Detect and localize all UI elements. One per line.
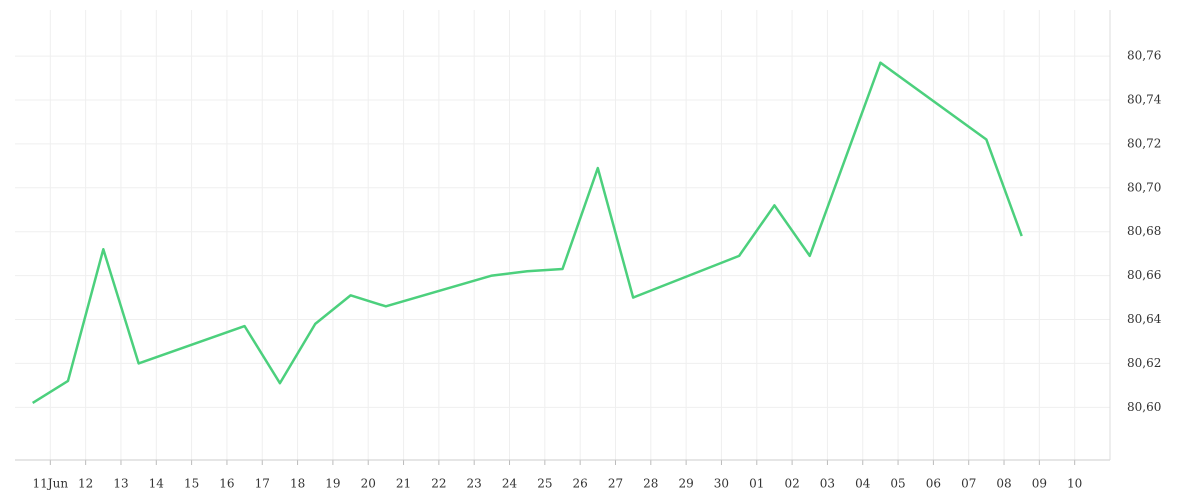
y-tick-label: 80,70 (1127, 180, 1161, 194)
y-tick-label: 80,66 (1127, 268, 1161, 282)
x-tick-label: 15 (184, 477, 199, 491)
x-tick-label: 08 (996, 477, 1011, 491)
line (32, 61, 1023, 404)
x-tick-label: 09 (1032, 477, 1047, 491)
x-tick-label: 28 (643, 477, 658, 491)
x-tick-label: 17 (255, 477, 270, 491)
y-tick-label: 80,60 (1127, 400, 1161, 414)
x-tick-label: 07 (961, 477, 976, 491)
x-tick-label: 30 (714, 477, 729, 491)
x-tick-label: 16 (219, 477, 234, 491)
x-tick-label: 26 (573, 477, 588, 491)
x-tick-label: 13 (113, 477, 128, 491)
x-tick-label: 12 (78, 477, 93, 491)
x-tick-label: 03 (820, 477, 835, 491)
x-tick-label: 06 (926, 477, 941, 491)
x-tick-label: 14 (149, 477, 165, 491)
x-tick-label: 02 (784, 477, 799, 491)
x-tick-label: 19 (325, 477, 340, 491)
x-tick-label: 10 (1067, 477, 1082, 491)
x-tick-label: 21 (396, 477, 411, 491)
x-tick-label: 05 (890, 477, 905, 491)
y-tick-label: 80,62 (1127, 356, 1161, 370)
x-tick-label: 11Jun (33, 477, 69, 491)
x-tick-label: 24 (502, 477, 518, 491)
y-tick-label: 80,76 (1127, 49, 1161, 63)
y-tick-label: 80,64 (1127, 312, 1162, 326)
y-tick-label: 80,72 (1127, 136, 1161, 150)
x-tick-label: 01 (749, 477, 764, 491)
x-tick-label: 20 (361, 477, 376, 491)
x-tick-label: 18 (290, 477, 305, 491)
x-tick-label: 29 (678, 477, 693, 491)
x-tick-label: 27 (608, 477, 623, 491)
x-tick-label: 22 (431, 477, 446, 491)
y-tick-label: 80,68 (1127, 224, 1161, 238)
x-tick-label: 04 (855, 477, 871, 491)
y-tick-label: 80,74 (1127, 93, 1162, 107)
x-tick-label: 25 (537, 477, 552, 491)
x-tick-label: 23 (467, 477, 482, 491)
